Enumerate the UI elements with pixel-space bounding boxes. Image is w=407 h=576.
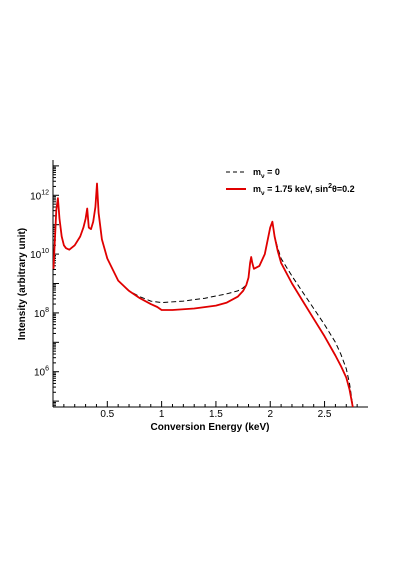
y-tick-exponent: 12: [41, 189, 49, 196]
legend-sterile-rest: = 1.75 keV, sin: [265, 184, 328, 194]
y-axis-title: Intensity (arbitrary unit): [17, 228, 28, 340]
x-tick-label: 2: [267, 409, 273, 420]
legend: mν = 0 mν = 1.75 keV, sin2θ=0.2: [226, 167, 355, 197]
x-tick-label: 0.5: [100, 409, 114, 420]
x-tick-label: 1.5: [209, 409, 223, 420]
y-tick-base: 10: [34, 368, 46, 379]
legend-sterile-sup: 2: [328, 183, 332, 190]
x-ticks: 0.5 1 1.5 2 2.5: [63, 401, 358, 420]
legend-massless-m: m: [253, 167, 261, 177]
y-tick-label: 1012: [30, 189, 49, 202]
legend-massless-sub: ν: [261, 173, 265, 180]
x-tick-label: 1: [159, 409, 165, 420]
x-axis-title: Conversion Energy (keV): [151, 422, 270, 433]
y-tick-base: 10: [30, 191, 42, 202]
y-tick-exponent: 10: [41, 248, 49, 255]
legend-massless-rest: = 0: [265, 167, 280, 177]
legend-entry-sterile: mν = 1.75 keV, sin2θ=0.2: [253, 183, 355, 197]
y-tick-base: 10: [34, 309, 46, 320]
y-tick-exponent: 6: [45, 366, 49, 373]
series-line-sterile: [52, 182, 354, 408]
legend-entry-massless: mν = 0: [253, 167, 280, 180]
legend-sterile-m: m: [253, 184, 261, 194]
series-layer: [52, 182, 354, 408]
series-line-massless: [53, 183, 354, 408]
y-tick-label: 106: [34, 366, 49, 379]
legend-sterile-sub: ν: [261, 190, 265, 197]
legend-sterile-rest2: θ=0.2: [332, 184, 355, 194]
x-tick-label: 2.5: [318, 409, 332, 420]
y-tick-label: 1010: [30, 248, 49, 261]
axes: [52, 160, 368, 408]
y-tick-exponent: 8: [45, 307, 49, 314]
y-tick-base: 10: [30, 250, 42, 261]
y-tick-label: 108: [34, 307, 49, 320]
